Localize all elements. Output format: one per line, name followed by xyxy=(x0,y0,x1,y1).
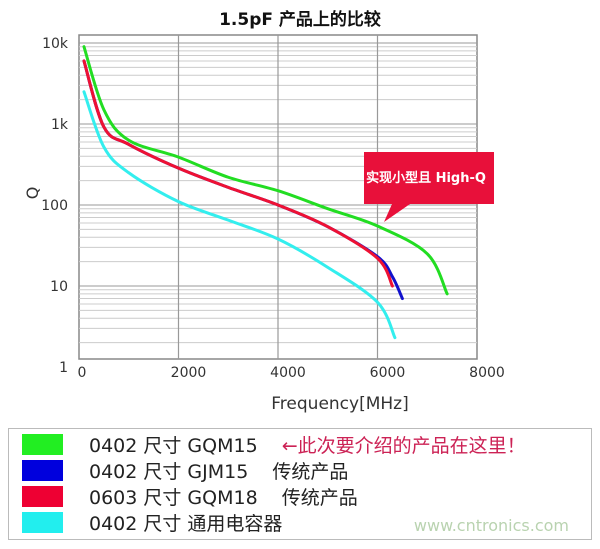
y-axis-label: Q xyxy=(23,187,42,200)
y-tick-label: 10 xyxy=(50,279,68,295)
callout: 实现小型且 High-Q xyxy=(364,152,494,222)
series-line xyxy=(82,45,449,296)
x-tick-label: 2000 xyxy=(171,365,207,381)
legend-label: 0402 尺寸 通用电容器 xyxy=(89,512,283,535)
legend-swatch xyxy=(22,433,63,455)
x-axis-label: Frequency[MHz] xyxy=(271,394,408,414)
y-tick-label: 1 xyxy=(59,360,68,376)
x-tick-label: 8000 xyxy=(469,365,505,381)
q-vs-frequency-chart: 1.5pF 产品上的比较 实现小型且 High-Q 0 2000 4000 6000 8… xyxy=(23,9,505,414)
legend-swatch xyxy=(22,485,63,507)
legend-swatch xyxy=(22,459,63,481)
legend-item: 0603 尺寸 GQM18 传统产品 xyxy=(22,485,358,509)
legend-item: 0402 尺寸 GQM15 ←此次要介绍的产品在这里！ xyxy=(22,433,526,457)
legend-note: 传统产品 xyxy=(272,460,349,483)
legend-note: 传统产品 xyxy=(281,486,358,509)
x-tick-label: 4000 xyxy=(270,365,306,381)
legend-item: 0402 尺寸 GJM15 传统产品 xyxy=(22,459,349,483)
series-line xyxy=(82,59,394,288)
x-tick-label: 0 xyxy=(78,365,87,381)
legend-swatch xyxy=(22,511,63,533)
watermark: www.cntronics.com xyxy=(413,516,569,535)
chart-title: 1.5pF 产品上的比较 xyxy=(219,9,381,30)
legend-label: 0402 尺寸 GQM15 xyxy=(89,434,258,457)
legend-label: 0603 尺寸 GQM18 xyxy=(89,486,258,509)
x-tick-label: 6000 xyxy=(370,365,406,381)
y-tick-label: 10k xyxy=(42,36,69,52)
callout-text: 实现小型且 High-Q xyxy=(366,170,486,186)
y-tick-label: 100 xyxy=(41,198,68,214)
legend-label: 0402 尺寸 GJM15 xyxy=(89,460,249,483)
series-lines xyxy=(82,45,449,340)
legend: 0402 尺寸 GQM15 ←此次要介绍的产品在这里！ 0402 尺寸 GJM1… xyxy=(8,428,592,540)
series-line xyxy=(82,90,397,340)
legend-item: 0402 尺寸 通用电容器 xyxy=(22,511,283,535)
legend-note: ←此次要介绍的产品在这里！ xyxy=(281,434,526,457)
y-tick-label: 1k xyxy=(51,117,69,133)
